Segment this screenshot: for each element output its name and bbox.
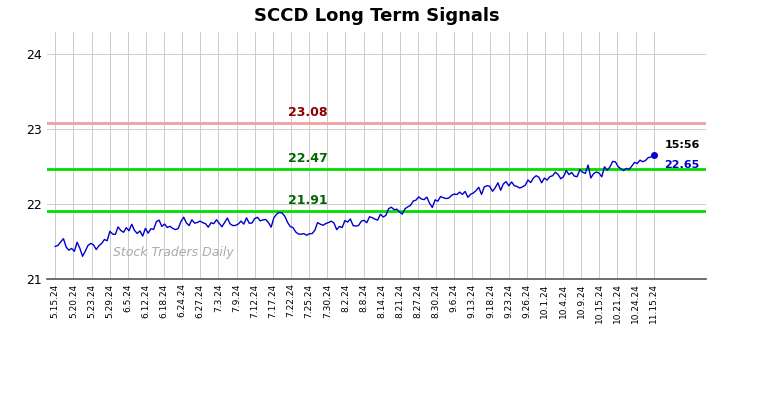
- Text: 15:56: 15:56: [665, 140, 700, 150]
- Title: SCCD Long Term Signals: SCCD Long Term Signals: [253, 7, 499, 25]
- Text: Stock Traders Daily: Stock Traders Daily: [113, 246, 234, 259]
- Text: 21.91: 21.91: [288, 194, 328, 207]
- Text: 22.65: 22.65: [665, 160, 700, 170]
- Text: 22.47: 22.47: [288, 152, 328, 165]
- Text: 23.08: 23.08: [288, 106, 328, 119]
